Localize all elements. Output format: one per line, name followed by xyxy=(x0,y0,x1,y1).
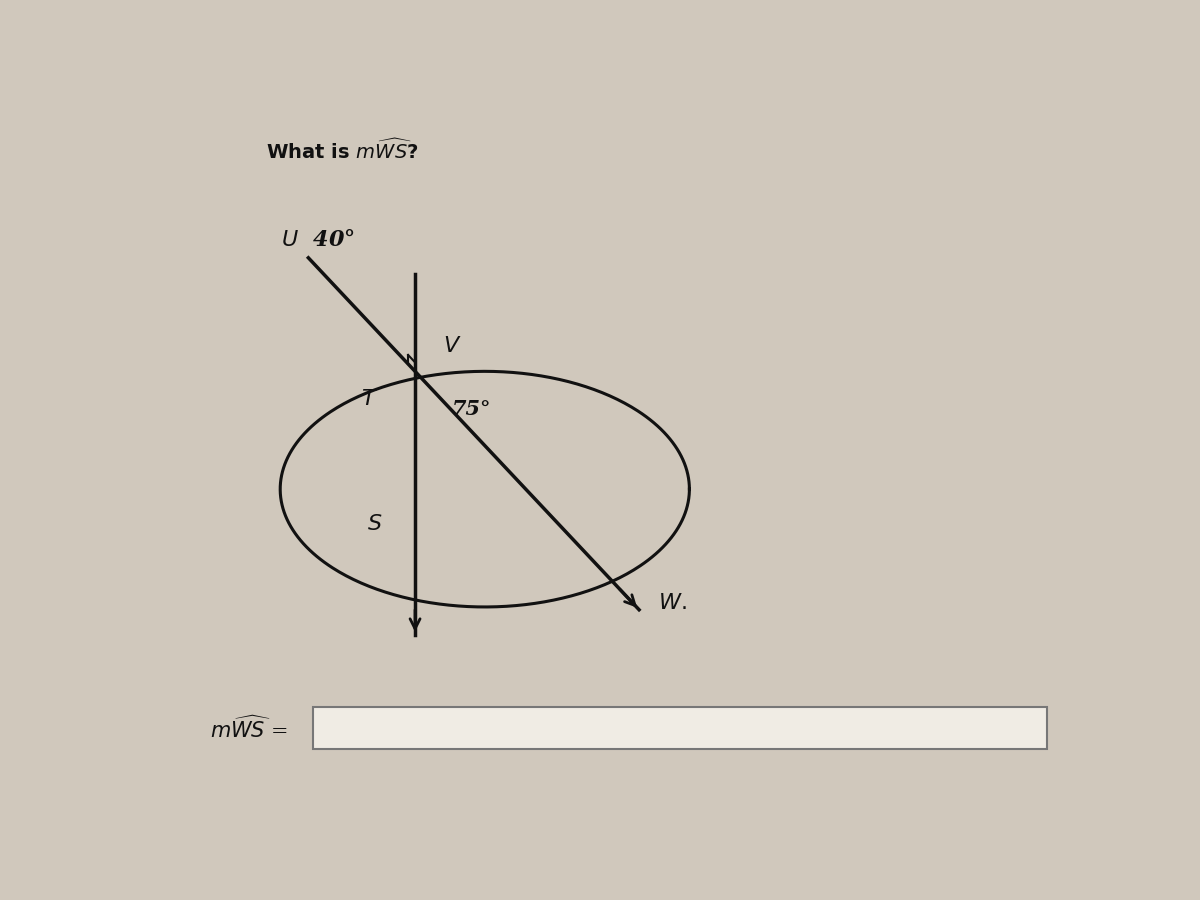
Text: 75°: 75° xyxy=(452,399,492,419)
Text: $W.$: $W.$ xyxy=(658,592,686,614)
Text: $m\widehat{WS}$ =: $m\widehat{WS}$ = xyxy=(210,715,288,742)
Text: What is $m\widehat{WS}$?: What is $m\widehat{WS}$? xyxy=(266,140,419,164)
Text: $S$: $S$ xyxy=(367,513,383,535)
Text: $T$: $T$ xyxy=(361,388,378,410)
Bar xyxy=(313,707,1048,749)
Text: $U$  40°: $U$ 40° xyxy=(281,229,355,251)
Text: $V$: $V$ xyxy=(443,336,462,357)
